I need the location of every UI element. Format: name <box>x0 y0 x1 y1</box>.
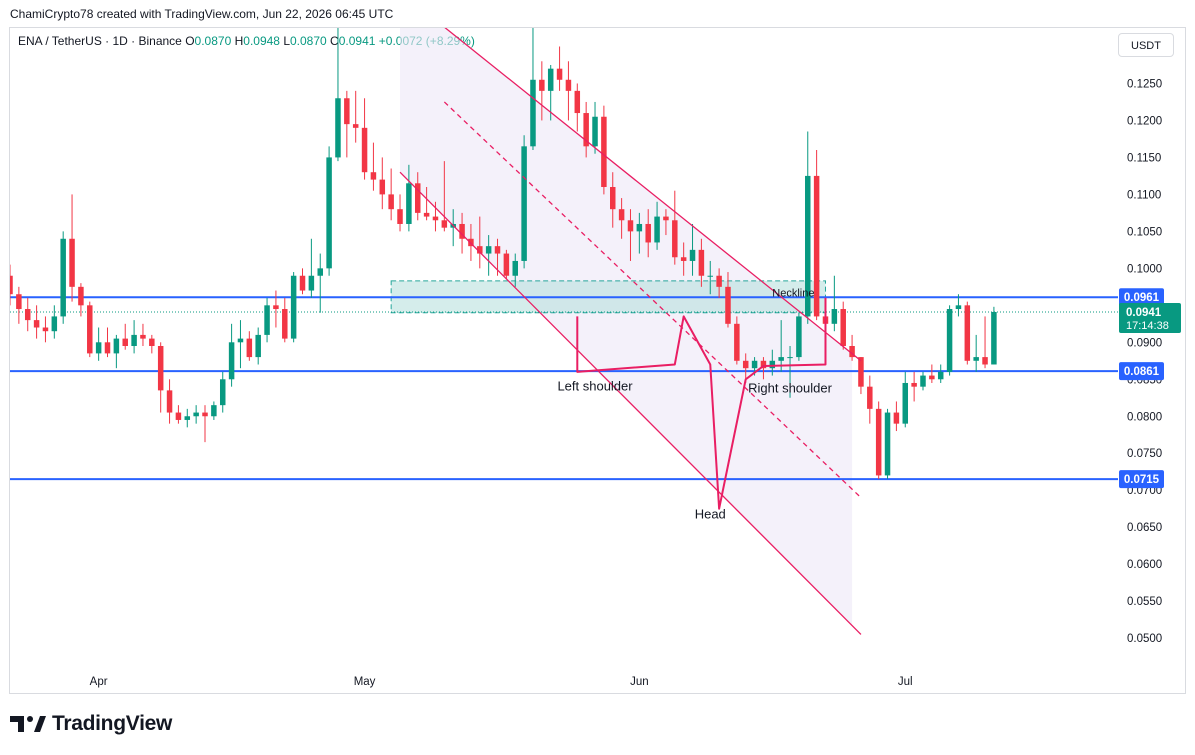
chart-credit: ChamiCrypto78 created with TradingView.c… <box>10 7 394 21</box>
chart-frame <box>9 27 1186 694</box>
candle <box>0 220 4 283</box>
tradingview-logo-icon <box>10 716 46 732</box>
symbol-label[interactable]: ENA / TetherUS · 1D · Binance <box>18 34 182 48</box>
candle-body <box>0 261 4 276</box>
high-value: 0.0948 <box>243 34 280 48</box>
close-label: C <box>330 34 339 48</box>
tradingview-logo-text: TradingView <box>52 712 173 735</box>
close-value: 0.0941 <box>338 34 376 48</box>
tradingview-logo[interactable]: TradingView <box>10 712 172 736</box>
high-label: H <box>234 34 244 48</box>
symbol-legend: ENA / TetherUS · 1D · Binance O0.0870 H0… <box>18 34 475 48</box>
open-label: O <box>185 34 195 48</box>
open-value: 0.0870 <box>194 34 232 48</box>
change-value: +0.0072 (+8.29%) <box>378 34 475 48</box>
low-value: 0.0870 <box>290 34 327 48</box>
currency-button[interactable]: USDT <box>1118 33 1174 57</box>
low-label: L <box>283 34 290 48</box>
